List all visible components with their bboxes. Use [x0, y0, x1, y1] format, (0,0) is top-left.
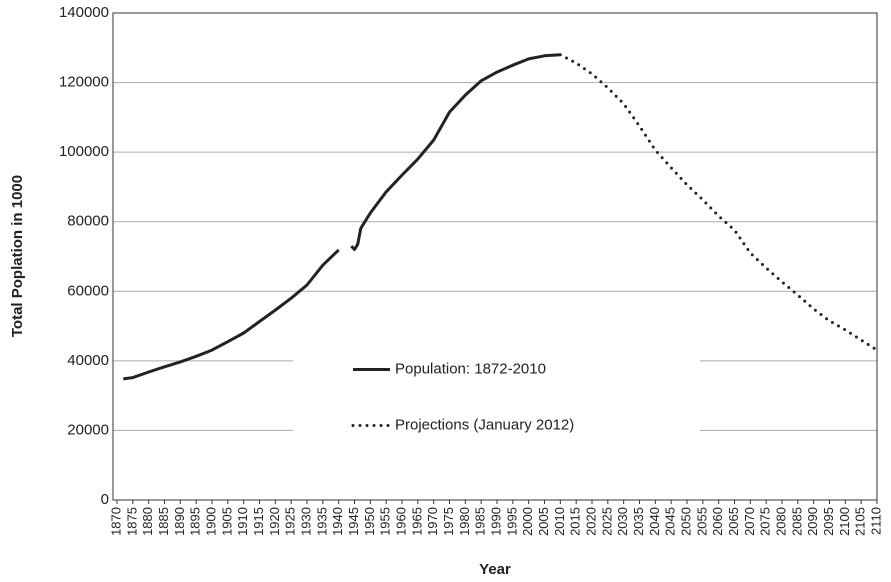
x-tick-label: 1955 [378, 507, 393, 536]
x-tick-label: 2055 [694, 507, 709, 536]
x-tick-label: 1895 [188, 507, 203, 536]
x-tick-label: 1890 [172, 507, 187, 536]
y-tick-label: 80000 [67, 213, 109, 230]
x-tick-label: 2090 [805, 507, 820, 536]
y-tick-label: 20000 [67, 421, 109, 438]
x-tick-label: 1920 [267, 507, 282, 536]
x-tick-label: 2035 [631, 507, 646, 536]
x-tick-label: 1980 [457, 507, 472, 536]
x-tick-label: 1940 [330, 507, 345, 536]
x-tick-label: 1960 [393, 507, 408, 536]
x-tick-label: 1990 [488, 507, 503, 536]
x-tick-label: 1880 [140, 507, 155, 536]
y-tick-label: 140000 [59, 4, 109, 21]
plot-frame [112, 12, 878, 501]
x-tick-label: 2015 [568, 507, 583, 536]
x-tick-label: 2095 [821, 507, 836, 536]
x-tick-label: 1950 [362, 507, 377, 536]
x-tick-label: 2005 [536, 507, 551, 536]
x-tick-label: 2040 [647, 507, 662, 536]
x-tick-label: 2060 [710, 507, 725, 536]
legend-label: Population: 1872-2010 [395, 360, 546, 377]
x-tick-label: 2075 [758, 507, 773, 536]
x-tick-label: 2070 [742, 507, 757, 536]
x-tick-label: 2045 [663, 507, 678, 536]
x-tick-label: 2085 [789, 507, 804, 536]
data-line [123, 53, 561, 381]
x-tick-label: 2110 [868, 507, 883, 535]
x-axis-label: Year [479, 561, 511, 578]
x-tick-label: 2020 [583, 507, 598, 536]
x-tick-label: 2100 [837, 507, 852, 536]
y-axis-label: Total Poplation in 1000 [9, 175, 26, 337]
x-tick-label: 1915 [251, 507, 266, 536]
x-tick-label: 1875 [124, 507, 139, 536]
legend-label: Projections (January 2012) [395, 416, 574, 433]
x-tick-label: 1900 [203, 507, 218, 536]
y-tick-label: 100000 [59, 143, 109, 160]
x-tick-label: 2050 [678, 507, 693, 536]
x-tick-label: 2010 [552, 507, 567, 536]
x-tick-label: 1975 [441, 507, 456, 536]
x-tick-label: 1945 [346, 507, 361, 536]
x-tick-label: 2025 [599, 507, 614, 536]
x-tick-label: 1885 [156, 507, 171, 536]
x-tick-label: 1870 [108, 507, 123, 536]
data-line [558, 53, 879, 352]
x-tick-label: 1905 [219, 507, 234, 536]
x-tick-label: 1910 [235, 507, 250, 536]
x-tick-label: 1925 [283, 507, 298, 536]
y-tick-label: 60000 [67, 282, 109, 299]
y-tick-label: 0 [101, 491, 109, 508]
x-tick-label: 1995 [504, 507, 519, 536]
y-tick-label: 120000 [59, 74, 109, 91]
x-tick-label: 2000 [520, 507, 535, 536]
y-tick-label: 40000 [67, 352, 109, 369]
x-tick-label: 1985 [473, 507, 488, 536]
x-tick-label: 2080 [773, 507, 788, 536]
x-tick-label: 1930 [298, 507, 313, 536]
x-tick-label: 2105 [853, 507, 868, 536]
x-tick-label: 1935 [314, 507, 329, 536]
x-tick-label: 1970 [425, 507, 440, 536]
x-tick-label: 2065 [726, 507, 741, 536]
x-tick-label: 1965 [409, 507, 424, 536]
x-tick-label: 2030 [615, 507, 630, 536]
